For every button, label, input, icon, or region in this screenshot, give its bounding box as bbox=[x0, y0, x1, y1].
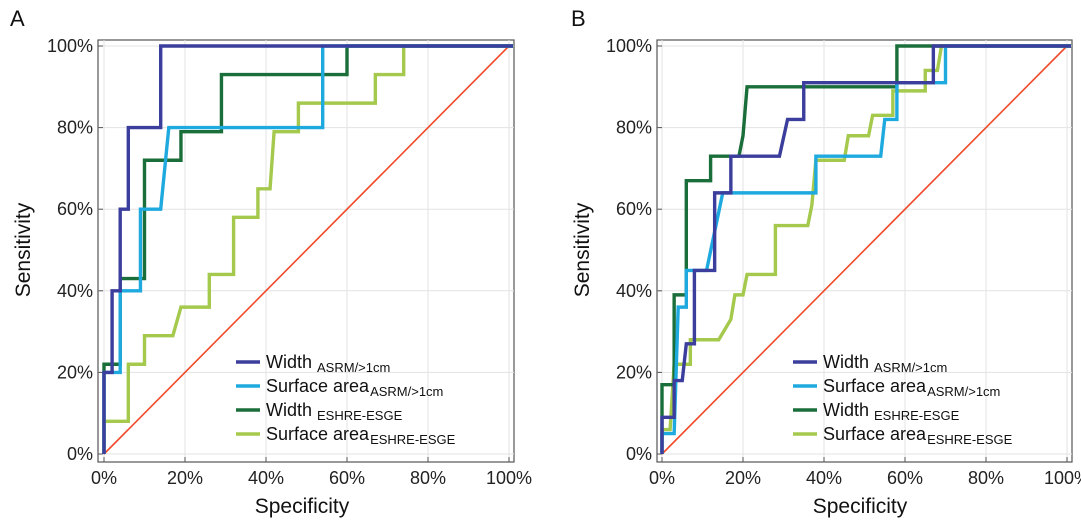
panel-letter-a: A bbox=[10, 6, 25, 31]
x-axis-label-a: Specificity bbox=[255, 495, 350, 518]
y-axis-label-b: Sensitivity bbox=[571, 202, 594, 297]
x-tick-label-b: 80% bbox=[968, 468, 1004, 488]
x-tick-label-a: 20% bbox=[167, 468, 203, 488]
panel-a: A Specificity Sensitivity 0% 20% 40% 60% 80%… bbox=[10, 6, 532, 518]
x-tick-label-b: 100% bbox=[1044, 468, 1081, 488]
roc-series-line-a-2 bbox=[102, 44, 514, 454]
panel-b: B Specificity Sensitivity 0% 20% 40% 60% 80%… bbox=[571, 6, 1081, 518]
x-tick-label-a: 60% bbox=[329, 468, 365, 488]
y-tick-label-a: 40% bbox=[57, 281, 93, 301]
panel-letter-b: B bbox=[571, 6, 586, 31]
y-tick-label-a: 0% bbox=[67, 444, 93, 464]
y-tick-label-a: 20% bbox=[57, 362, 93, 382]
roc-series-line-b-1 bbox=[660, 44, 1072, 454]
x-tick-label-b: 40% bbox=[806, 468, 842, 488]
y-tick-label-b: 100% bbox=[606, 36, 652, 56]
reference-diagonal-b bbox=[661, 45, 1068, 455]
x-tick-label-a: 100% bbox=[486, 468, 532, 488]
legend-label-a-1: Width ASRM/>1cm bbox=[266, 352, 390, 375]
x-tick-label-a: 40% bbox=[248, 468, 284, 488]
y-tick-label-b: 0% bbox=[626, 444, 652, 464]
y-tick-label-a: 100% bbox=[47, 36, 93, 56]
y-axis-label-a: Sensitivity bbox=[12, 202, 35, 297]
y-tick-label-a: 60% bbox=[57, 199, 93, 219]
roc-series-line-b-3 bbox=[660, 44, 1072, 454]
x-axis-label-b: Specificity bbox=[813, 495, 908, 518]
x-tick-label-b: 20% bbox=[725, 468, 761, 488]
legend-label-b-1: Width ASRM/>1cm bbox=[823, 352, 947, 375]
y-tick-label-a: 80% bbox=[57, 118, 93, 138]
legend-label-b-4: Surface areaESHRE-ESGE bbox=[823, 424, 1013, 447]
x-tick-label-b: 0% bbox=[649, 468, 675, 488]
y-tick-label-b: 60% bbox=[616, 199, 652, 219]
x-tick-label-a: 0% bbox=[91, 468, 117, 488]
legend-label-b-2: Surface areaASRM/>1cm bbox=[823, 376, 1000, 399]
y-tick-label-b: 80% bbox=[616, 118, 652, 138]
legend-label-b-3: Width ESHRE-ESGE bbox=[823, 400, 960, 423]
legend-label-a-2: Surface areaASRM/>1cm bbox=[266, 376, 443, 399]
roc-series-line-b-4 bbox=[660, 44, 1072, 454]
roc-series-line-a-1 bbox=[102, 44, 514, 454]
x-tick-label-b: 60% bbox=[887, 468, 923, 488]
reference-diagonal-a bbox=[103, 45, 510, 455]
roc-series-line-a-4 bbox=[102, 44, 514, 454]
legend-label-a-4: Surface areaESHRE-ESGE bbox=[266, 424, 456, 447]
y-tick-label-b: 40% bbox=[616, 281, 652, 301]
legend-label-a-3: Width ESHRE-ESGE bbox=[266, 400, 403, 423]
x-tick-label-a: 80% bbox=[410, 468, 446, 488]
y-tick-label-b: 20% bbox=[616, 362, 652, 382]
